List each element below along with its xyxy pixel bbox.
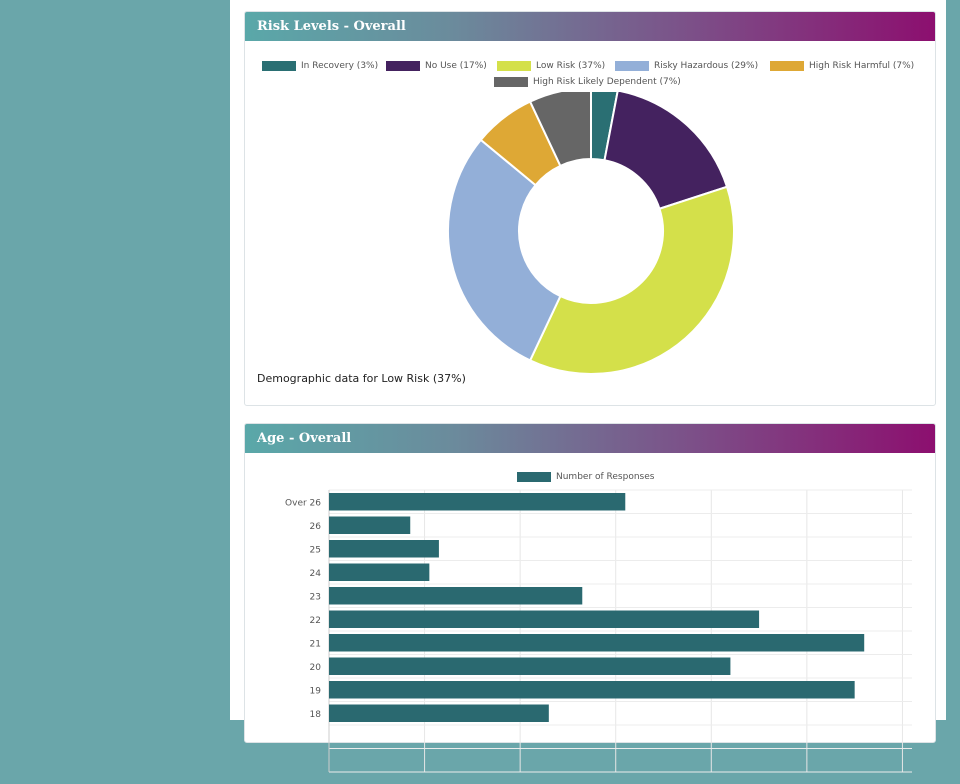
- bar-age-20[interactable]: [329, 657, 731, 676]
- bar-age-22[interactable]: [329, 610, 760, 629]
- right-page-margin: [946, 0, 960, 720]
- legend-label: No Use (17%): [425, 61, 487, 71]
- legend-item-in-recovery-3[interactable]: In Recovery (3%): [262, 61, 378, 71]
- risk-levels-panel: Risk Levels - Overall In Recovery (3%) No…: [244, 11, 936, 406]
- bar-age-over-26[interactable]: [329, 493, 626, 511]
- legend-item-low-risk-37[interactable]: Low Risk (37%): [497, 61, 605, 71]
- legend-label: High Risk Likely Dependent (7%): [533, 77, 681, 87]
- legend-item-number-of-responses[interactable]: Number of Responses: [517, 472, 654, 482]
- legend-swatch: [494, 77, 528, 87]
- legend-item-risky-hazardous-29[interactable]: Risky Hazardous (29%): [615, 61, 758, 71]
- demographic-data-label[interactable]: Demographic data for Low Risk (37%): [257, 372, 466, 385]
- y-tick-label: 19: [310, 686, 322, 696]
- y-tick-label: 21: [310, 639, 321, 649]
- bar-age-24[interactable]: [329, 563, 430, 582]
- y-tick-label: 20: [310, 663, 322, 673]
- age-bar-chart: Over 26 26 25 24 23 22 21 20 19 18: [285, 489, 912, 773]
- donut-slice-risky-hazardous-29[interactable]: [447, 138, 562, 362]
- age-panel: Age - Overall Number of Responses Over 2…: [244, 423, 936, 773]
- legend-item-no-use-17[interactable]: No Use (17%): [386, 61, 487, 71]
- left-sidebar: [0, 0, 230, 720]
- bar-age-25[interactable]: [329, 540, 439, 558]
- main-content: Risk Levels - Overall In Recovery (3%) No…: [230, 0, 946, 773]
- risk-levels-donut-chart: [447, 92, 735, 375]
- y-tick-label: 26: [310, 522, 322, 532]
- donut-slice-no-use-17[interactable]: [603, 92, 729, 211]
- legend-item-high-risk-likely-dependent-7[interactable]: High Risk Likely Dependent (7%): [494, 77, 681, 87]
- y-tick-label: 23: [310, 592, 321, 602]
- legend-label: High Risk Harmful (7%): [809, 61, 915, 71]
- y-tick-label: 25: [310, 545, 321, 555]
- y-tick-label: 22: [310, 616, 321, 626]
- risk-levels-panel-title: Risk Levels - Overall: [245, 12, 935, 41]
- age-panel-title: Age - Overall: [245, 424, 935, 453]
- legend-item-high-risk-harmful-7[interactable]: High Risk Harmful (7%): [770, 61, 914, 71]
- legend-swatch: [615, 61, 649, 71]
- legend-swatch: [497, 61, 531, 71]
- legend-swatch: [386, 61, 420, 71]
- legend-swatch: [262, 61, 296, 71]
- legend-swatch: [517, 472, 551, 482]
- y-tick-label: 18: [310, 710, 322, 720]
- bar-age-26[interactable]: [329, 516, 411, 535]
- donut-slice-low-risk-37[interactable]: [528, 185, 735, 375]
- legend-label: Low Risk (37%): [536, 61, 606, 71]
- bar-age-19[interactable]: [329, 681, 855, 699]
- bar-age-21[interactable]: [329, 634, 865, 652]
- legend-label: Risky Hazardous (29%): [654, 61, 759, 71]
- donut-slice-high-risk-likely-dependent-7[interactable]: [528, 92, 592, 168]
- bar-age-18[interactable]: [329, 704, 549, 723]
- legend-swatch: [770, 61, 804, 71]
- legend-label: Number of Responses: [556, 472, 655, 482]
- y-tick-label: Over 26: [285, 498, 321, 508]
- legend-label: In Recovery (3%): [301, 61, 379, 71]
- bar-age-23[interactable]: [329, 587, 583, 605]
- y-tick-label: 24: [310, 569, 322, 579]
